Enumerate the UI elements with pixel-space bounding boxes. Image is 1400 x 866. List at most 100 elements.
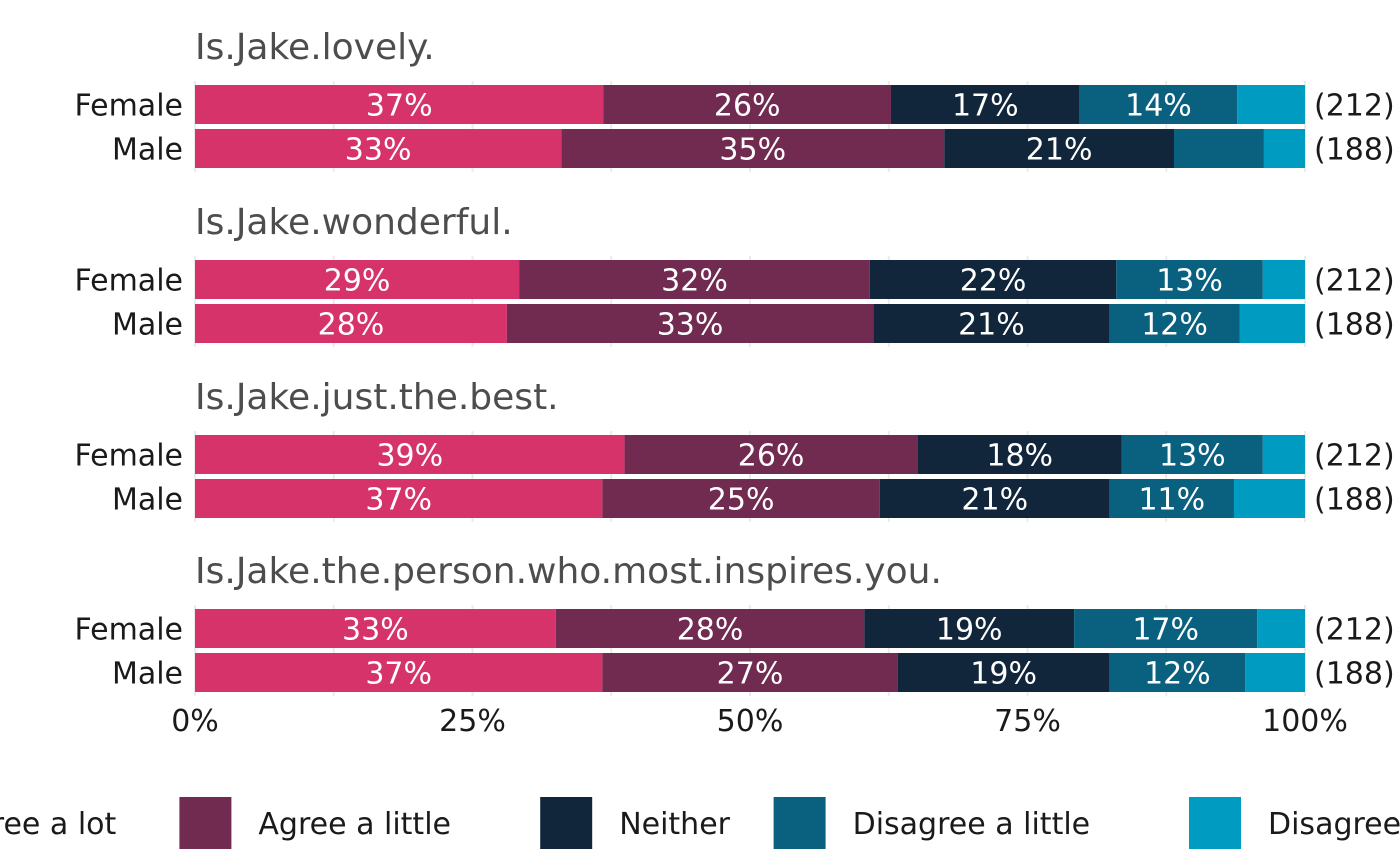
bar-segment: [864, 609, 1075, 648]
row-label: Female: [75, 89, 183, 124]
bar-data-label: 28%: [318, 308, 385, 343]
bar-segment: [602, 653, 898, 692]
legend-item: Neither: [540, 797, 731, 849]
row-label: Female: [75, 613, 183, 648]
bar-data-label: 21%: [1026, 133, 1093, 168]
panel-title: Is.Jake.the.person.who.most.inspires.you…: [195, 551, 942, 592]
bar-data-label: 17%: [952, 89, 1019, 124]
bar-segment: [1174, 129, 1264, 168]
x-tick-label: 50%: [717, 704, 784, 739]
bar-data-label: 29%: [324, 264, 391, 299]
panel-title: Is.Jake.lovely.: [195, 27, 435, 68]
bar-segment: [1262, 260, 1305, 299]
bar-data-label: 25%: [708, 483, 775, 518]
bar-segment: [195, 479, 603, 518]
panels-layer: Is.Jake.lovely. Female 37% 26% 17% 14% (212) Ma…: [75, 27, 1395, 692]
bar-segment: [1121, 435, 1263, 474]
legend-item: Disagree a lot: [1189, 797, 1400, 849]
row-label: Male: [112, 308, 183, 343]
x-tick-label: 25%: [439, 704, 506, 739]
bar-data-label: 12%: [1141, 308, 1208, 343]
bar-segment: [1233, 479, 1305, 518]
legend-key: [773, 797, 826, 849]
row-label: Female: [75, 439, 183, 474]
count-label: (188): [1314, 308, 1395, 343]
bar-segment: [506, 304, 874, 343]
bar-data-label: 26%: [738, 439, 805, 474]
bar-data-label: 11%: [1138, 483, 1205, 518]
count-label: (188): [1314, 483, 1395, 518]
bar-segment: [1262, 435, 1305, 474]
bar-data-label: 19%: [936, 613, 1003, 648]
bar-segment: [602, 479, 880, 518]
bar-data-label: 35%: [719, 133, 786, 168]
bar-data-label: 17%: [1132, 613, 1199, 648]
bar-data-label: 37%: [365, 657, 432, 692]
bar-segment: [1109, 653, 1246, 692]
legend-item: Disagree a little: [773, 797, 1091, 849]
bar-segment: [873, 304, 1110, 343]
panel-title: Is.Jake.just.the.best.: [195, 377, 559, 418]
bar-data-label: 37%: [365, 483, 432, 518]
bar-segment: [1245, 653, 1305, 692]
bar-segment: [1109, 479, 1234, 518]
bar-segment: [195, 435, 625, 474]
bar-data-label: 13%: [1159, 439, 1226, 474]
bar-segment: [1239, 304, 1305, 343]
bar-data-label: 14%: [1125, 89, 1192, 124]
bar-segment: [195, 260, 520, 299]
bar-data-label: 13%: [1156, 264, 1223, 299]
bar-segment: [1257, 609, 1305, 648]
panel: Is.Jake.lovely. Female 37% 26% 17% 14% (212) Ma…: [75, 27, 1395, 168]
bar-data-label: 28%: [677, 613, 744, 648]
x-tick-label: 100%: [1262, 704, 1348, 739]
bar-segment: [519, 260, 870, 299]
legend-label: Disagree a lot: [1268, 807, 1400, 842]
legend-key: [540, 797, 593, 849]
bar-data-label: 26%: [714, 89, 781, 124]
count-label: (212): [1314, 613, 1395, 648]
bar-segment: [1263, 129, 1305, 168]
bar-data-label: 21%: [961, 483, 1028, 518]
bar-segment: [890, 85, 1080, 124]
legend: Agree a lot Agree a little Neither Disagree…: [0, 797, 1400, 849]
bar-segment: [897, 653, 1110, 692]
x-tick-label: 0%: [171, 704, 219, 739]
bar-segment: [1237, 85, 1305, 124]
bar-segment: [1079, 85, 1238, 124]
x-tick-label: 75%: [994, 704, 1061, 739]
bar-data-label: 21%: [958, 308, 1025, 343]
legend-label: Agree a lot: [0, 807, 116, 842]
bar-data-label: 12%: [1144, 657, 1211, 692]
bar-data-label: 33%: [657, 308, 724, 343]
count-label: (212): [1314, 264, 1395, 299]
bar-segment: [555, 609, 865, 648]
bar-segment: [1116, 260, 1263, 299]
bar-data-label: 37%: [366, 89, 433, 124]
bar-data-label: 19%: [970, 657, 1037, 692]
bar-segment: [917, 435, 1122, 474]
panel: Is.Jake.the.person.who.most.inspires.you…: [75, 551, 1395, 692]
bar-data-label: 33%: [342, 613, 409, 648]
legend-item: Agree a lot: [0, 807, 116, 842]
bar-data-label: 27%: [717, 657, 784, 692]
legend-key: [179, 797, 232, 849]
row-label: Male: [112, 133, 183, 168]
bar-segment: [195, 653, 603, 692]
panel: Is.Jake.just.the.best. Female 39% 26% 18% 13%…: [75, 377, 1395, 518]
row-label: Male: [112, 483, 183, 518]
bar-segment: [1074, 609, 1258, 648]
legend-key: [1189, 797, 1241, 849]
x-axis: 0% 25% 50% 75% 100%: [171, 704, 1348, 739]
panel-title: Is.Jake.wonderful.: [195, 202, 513, 243]
bar-segment: [869, 260, 1117, 299]
bar-segment: [195, 304, 507, 343]
count-label: (212): [1314, 439, 1395, 474]
legend-label: Disagree a little: [853, 807, 1091, 842]
bar-segment: [195, 609, 556, 648]
count-label: (188): [1314, 657, 1395, 692]
bar-data-label: 33%: [345, 133, 412, 168]
bar-data-label: 18%: [986, 439, 1053, 474]
bar-segment: [879, 479, 1110, 518]
